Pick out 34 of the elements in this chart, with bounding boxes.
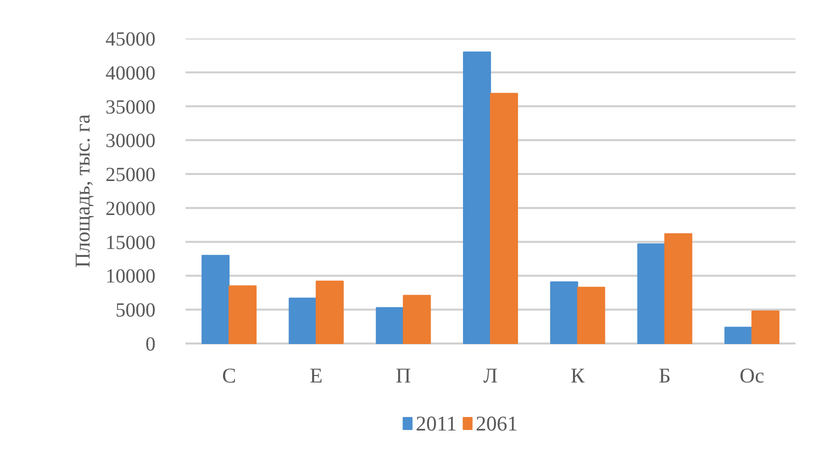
y-tick-label: 10000 [106, 266, 156, 288]
legend-label: 2061 [476, 412, 518, 436]
bar [316, 280, 344, 344]
bar [402, 294, 431, 344]
y-tick-label: 0 [146, 334, 156, 356]
bar [228, 285, 257, 344]
y-tick-label: 20000 [106, 198, 156, 220]
y-tick-label: 15000 [106, 232, 156, 254]
x-tick-label: Л [483, 364, 498, 388]
y-axis-title: Площадь, тыс. га [70, 114, 94, 268]
legend-label: 2011 [416, 412, 457, 436]
bar [462, 52, 491, 344]
bar [724, 326, 752, 344]
x-tick-label: Е [310, 364, 323, 388]
bar [202, 254, 230, 344]
bar [637, 243, 666, 344]
y-tick-label: 40000 [106, 62, 156, 84]
y-tick-label: 25000 [106, 164, 156, 186]
y-tick-label: 45000 [106, 28, 156, 50]
bar [376, 307, 404, 344]
bar [490, 92, 518, 344]
y-tick-label: 30000 [106, 130, 156, 152]
bar [288, 298, 317, 344]
x-tick-label: С [222, 364, 236, 388]
x-tick-label: К [570, 364, 586, 388]
x-tick-label: Б [658, 364, 671, 388]
x-tick-label: Ос [740, 364, 764, 388]
y-tick-label: 5000 [116, 300, 156, 322]
bar [550, 281, 578, 344]
bar [664, 233, 692, 344]
x-tick-label: П [396, 364, 411, 388]
bar [577, 286, 606, 344]
bar [751, 310, 780, 344]
y-tick-label: 35000 [106, 96, 156, 118]
